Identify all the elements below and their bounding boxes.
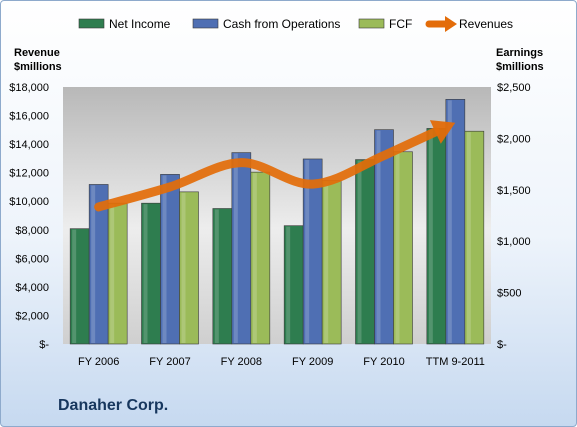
right-tick-label: $1,000 [497,236,531,248]
axes: Revenue $millions Earnings $millions $- $2,00… [9,47,543,368]
bar-fcf [393,151,413,345]
bar-highlight [233,153,238,343]
legend-label-cash-from-operations: Cash from Operations [223,17,340,31]
left-tick-label: $6,000 [15,253,49,265]
legend-label-fcf: FCF [389,17,412,31]
right-tick-label: $500 [497,288,521,300]
bar-highlight [395,152,400,343]
left-tick-label: $16,000 [9,111,49,123]
bar-highlight [357,160,362,343]
left-tick-label: $- [39,339,49,351]
left-tick-label: $8,000 [15,225,49,237]
x-tick-label: FY 2010 [363,356,404,368]
bar-fcf [250,171,271,345]
bar-highlight [324,181,329,343]
left-tick-label: $10,000 [9,196,49,208]
legend: Net Income Cash from Operations FCF Revenue… [78,16,513,32]
bar-highlight [91,185,96,343]
right-axis-title: $millions [496,61,544,73]
legend-label-net-income: Net Income [109,17,171,31]
bars [69,99,485,345]
legend-swatch-cash-from-operations [192,18,219,29]
right-tick-label: $2,500 [497,82,531,94]
left-tick-label: $14,000 [9,139,49,151]
bar-highlight [72,229,77,343]
right-tick-label: $- [497,339,507,351]
bar-highlight [110,204,115,343]
bar-highlight [466,132,471,343]
legend-swatch-arrow [445,16,457,32]
bar-highlight [376,130,381,343]
company-name: Danaher Corp. [58,397,169,414]
bar-highlight [162,175,167,343]
bar-highlight [214,209,219,343]
x-tick-label: TTM 9-2011 [426,356,485,368]
x-tick-label: FY 2009 [292,356,333,368]
right-tick-label: $1,500 [497,185,531,197]
line-revenues [94,127,440,212]
x-tick-label: FY 2006 [78,356,119,368]
bar-highlight [143,204,148,343]
left-axis-title: Revenue [14,47,60,59]
left-tick-label: $18,000 [9,82,49,94]
left-tick-label: $4,000 [15,282,49,294]
bar-highlight [181,192,186,343]
left-axis-title: $millions [14,61,62,73]
left-tick-label: $12,000 [9,168,49,180]
bar-highlight [447,100,452,343]
bar-fcf [464,130,485,345]
bar-highlight [286,226,291,343]
bar-fcf [179,191,199,345]
legend-swatch-net-income [78,18,105,29]
x-tick-label: FY 2007 [149,356,190,368]
revenue-line [94,120,456,212]
bar-highlight [428,129,433,343]
right-axis-title: Earnings [496,47,543,59]
left-tick-label: $2,000 [15,310,49,322]
right-tick-label: $2,000 [497,133,531,145]
x-tick-label: FY 2008 [221,356,262,368]
bar-highlight [305,159,310,343]
legend-label-revenues: Revenues [459,17,513,31]
line-arrowhead [429,120,456,144]
bar-highlight [252,173,257,343]
legend-swatch-fcf [358,18,385,29]
plot-area [63,87,491,344]
